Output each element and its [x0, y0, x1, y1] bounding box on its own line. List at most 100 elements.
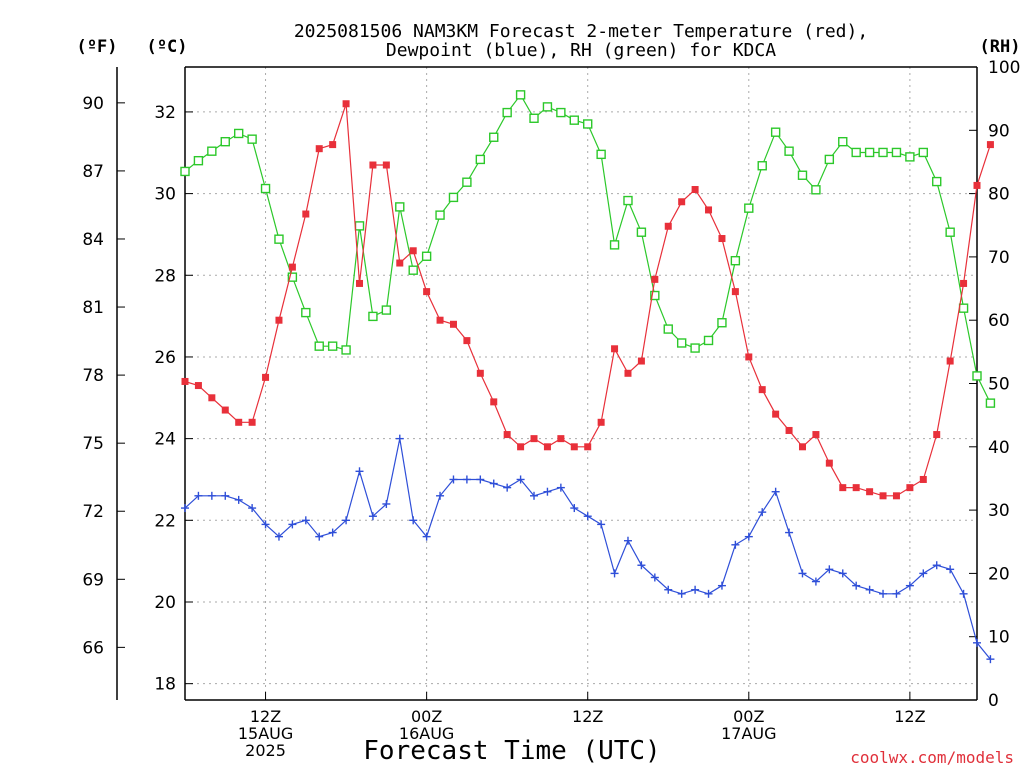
rh-point [757, 161, 767, 171]
rh-point [327, 341, 338, 351]
dewpoint-point [973, 638, 981, 647]
fahrenheit-tick-label: 75 [82, 434, 104, 454]
temperature-point [302, 210, 310, 218]
rh-point [596, 149, 606, 160]
rh-point [556, 107, 566, 118]
temperature-point [517, 443, 525, 451]
dewpoint-point [838, 569, 847, 578]
time-tick-label: 17AUG [721, 724, 776, 743]
dewpoint-point [758, 508, 767, 517]
fahrenheit-ticks: 66 69 72 75 78 81 84 87 90 [82, 94, 125, 658]
temperature-point [960, 279, 968, 287]
rh-point [247, 134, 257, 144]
rh-point [797, 170, 808, 180]
temperature-point [208, 394, 216, 402]
dewpoint-point [811, 577, 820, 586]
time-tick-label: 12Z [250, 707, 281, 726]
dewpoint-point [785, 528, 794, 537]
dewpoint-point [301, 516, 310, 525]
rh-point [985, 398, 996, 408]
fahrenheit-tick-label: 90 [82, 94, 104, 114]
fahrenheit-tick-label: 81 [82, 298, 104, 318]
dewpoint-point [355, 467, 364, 476]
temperature-point [839, 484, 847, 492]
celsius-tick-label: 30 [154, 185, 176, 205]
rh-point [207, 146, 217, 156]
temperature-point [396, 259, 404, 267]
rh-point [354, 221, 365, 231]
fahrenheit-tick-label: 72 [82, 502, 104, 522]
temperature-point [866, 488, 874, 496]
dewpoint-point [543, 487, 552, 496]
rh-point [448, 192, 459, 203]
temperature-point [597, 418, 605, 426]
temperature-point [463, 337, 471, 345]
rh-point [515, 90, 526, 100]
dewpoint-point [650, 573, 659, 582]
temperature-point [181, 377, 189, 385]
dewpoint-point [852, 581, 861, 590]
dewpoint-point [919, 569, 928, 578]
temperature-point [221, 406, 229, 414]
dewpoint-point [865, 585, 874, 594]
temperature-point [329, 141, 337, 149]
rh-point [811, 185, 821, 195]
temperature-point [409, 247, 417, 255]
dewpoint-point [677, 589, 686, 598]
fahrenheit-tick-label: 87 [82, 162, 104, 182]
celsius-tick-label: 22 [154, 511, 176, 531]
temperature-point [637, 357, 645, 365]
temperature-point [449, 320, 457, 328]
rh-tick-label: 50 [988, 375, 1010, 395]
dewpoint-point [771, 487, 780, 496]
rh-point [583, 119, 593, 129]
rh-point [274, 234, 284, 244]
fahrenheit-axis-label: (ºF) [77, 37, 118, 57]
time-tick-label: 00Z [411, 707, 442, 726]
celsius-tick-label: 28 [154, 266, 176, 286]
dewpoint-point [449, 475, 458, 484]
rh-point [784, 146, 794, 156]
dewpoint-point [637, 561, 646, 570]
rh-point [744, 203, 754, 213]
chart-title-line2: Dewpoint (blue), RH (green) for KDCA [386, 40, 776, 61]
rh-point [408, 265, 418, 275]
rh-point [905, 152, 915, 162]
rh-point [663, 324, 673, 334]
temperature-point [194, 382, 202, 390]
rh-tick-label: 0 [988, 691, 999, 711]
rh-point [918, 147, 929, 158]
chart-title-line1: 2025081506 NAM3KM Forecast 2-meter Tempe… [294, 21, 868, 42]
dewpoint-point [879, 589, 888, 598]
rh-point [395, 202, 405, 212]
rh-point [717, 318, 727, 328]
temperature-point [946, 357, 954, 365]
temperature-point [262, 373, 270, 381]
rh-point [193, 155, 204, 166]
rh-point [341, 345, 351, 355]
rh-point [945, 227, 955, 237]
temperature-point [423, 288, 431, 296]
rh-point [770, 127, 781, 137]
temperature-point [664, 222, 672, 230]
fahrenheit-tick-label: 78 [82, 366, 104, 386]
dewpoint-point [315, 532, 324, 541]
dewpoint-point [194, 491, 203, 500]
rh-point [301, 307, 311, 318]
dewpoint-point [664, 585, 673, 594]
rh-point [824, 154, 835, 165]
rh-point [180, 166, 190, 177]
dewpoint-point [288, 520, 297, 529]
dewpoint-point [382, 499, 391, 508]
rh-tick-label: 20 [988, 564, 1010, 584]
dewpoint-point [368, 512, 377, 521]
dewpoint-point [892, 589, 901, 598]
dewpoint-point [422, 532, 431, 541]
dewpoint-point [986, 655, 995, 664]
rh-point [475, 154, 486, 165]
rh-point [958, 303, 969, 313]
time-tick-label: 00Z [733, 707, 764, 726]
temperature-series [181, 100, 994, 500]
rh-point [233, 128, 244, 139]
